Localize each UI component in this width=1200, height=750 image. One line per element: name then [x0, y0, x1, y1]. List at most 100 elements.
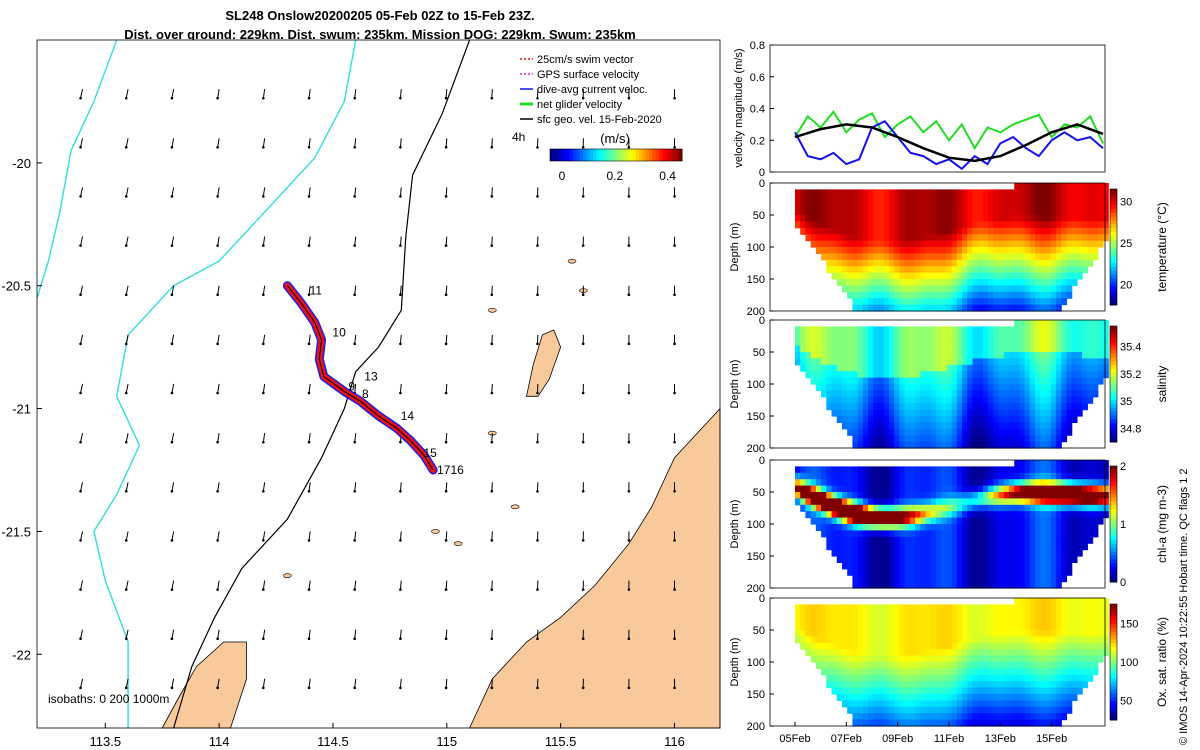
heatmap-cell: [972, 492, 979, 499]
heatmap-cell: [988, 694, 994, 701]
heatmap-cell: [899, 291, 906, 299]
heatmap-cell: [993, 581, 1000, 589]
heatmap-cell: [909, 492, 916, 499]
heatmap-cell: [862, 472, 869, 480]
heatmap-cell: [1009, 403, 1015, 411]
heatmap-cell: [904, 662, 911, 669]
heatmap-cell: [909, 352, 916, 359]
heatmap-cell: [810, 485, 817, 493]
heatmap-cell: [899, 215, 906, 222]
heatmap-cell: [1092, 352, 1099, 359]
heatmap-cell: [857, 636, 864, 644]
heatmap-cell: [1009, 428, 1015, 436]
heatmap-cell: [1061, 215, 1068, 222]
geo-velocity-arrow: [80, 285, 84, 295]
heatmap-cell: [826, 247, 833, 254]
heatmap-cell: [1071, 320, 1078, 327]
heatmap-cell: [977, 581, 984, 589]
heatmap-cell: [1071, 498, 1078, 506]
map-colorbar-cell: [649, 149, 653, 161]
heatmap-cell: [1014, 345, 1021, 353]
heatmap-cell: [1103, 511, 1109, 519]
heatmap-cell: [951, 441, 958, 449]
geo-velocity-arrowhead: [490, 342, 494, 346]
heatmap-cell: [795, 352, 801, 359]
heatmap-cell: [972, 504, 979, 512]
heatmap-cell: [915, 215, 921, 222]
heatmap-cell: [956, 674, 963, 682]
heatmap-cell: [1045, 345, 1052, 353]
heatmap-cell: [935, 649, 942, 657]
heatmap-cell: [1050, 227, 1057, 235]
heatmap-cell: [826, 511, 833, 519]
heatmap-colorbar-cell: [1110, 477, 1117, 482]
heatmap-cell: [909, 272, 916, 280]
heatmap-cell: [977, 700, 984, 708]
heatmap-cell: [998, 332, 1005, 340]
heatmap-cell: [873, 485, 880, 493]
heatmap-cell: [883, 517, 890, 525]
heatmap-cell: [1061, 416, 1068, 423]
heatmap-cell: [852, 266, 859, 274]
geo-velocity-arrowhead: [124, 489, 128, 493]
heatmap-cell: [1029, 326, 1036, 334]
geo-velocity-arrow: [125, 138, 129, 148]
heatmap-cell: [962, 511, 968, 519]
heatmap-cell: [1092, 371, 1099, 379]
heatmap-cell: [1035, 403, 1041, 411]
heatmap-cell: [826, 517, 833, 525]
heatmap-cell: [920, 694, 927, 701]
heatmap-cell: [998, 371, 1005, 379]
heatmap-colorbar-cell: [1110, 196, 1117, 202]
heatmap-cell: [1076, 364, 1083, 372]
heatmap-cell: [982, 543, 989, 551]
geo-velocity-arrowhead: [79, 195, 82, 198]
heatmap-cell: [972, 221, 979, 229]
heatmap-cell: [1040, 253, 1047, 261]
heatmap-cell: [941, 441, 947, 449]
heatmap-cell: [857, 396, 864, 404]
heatmap-cell: [1082, 345, 1088, 353]
heatmap-cell: [915, 556, 921, 563]
heatmap-cell: [982, 326, 989, 334]
heatmap-cell: [1014, 332, 1021, 340]
heatmap-cell: [904, 352, 911, 359]
heatmap-cell: [920, 227, 927, 235]
heatmap-cell: [1087, 183, 1094, 190]
heatmap-cell: [1019, 662, 1026, 669]
heatmap-cell: [831, 543, 838, 551]
heatmap-cell: [1040, 575, 1047, 583]
heatmap-cell: [831, 208, 838, 216]
heatmap-cell: [1066, 623, 1073, 631]
heatmap-cell: [1024, 604, 1031, 612]
heatmap-cell: [988, 409, 994, 417]
heatmap-cell: [1045, 352, 1052, 359]
heatmap-cell: [925, 562, 932, 570]
heatmap-cell: [941, 636, 947, 644]
heatmap-cell: [1097, 466, 1104, 474]
heatmap-cell: [982, 272, 989, 280]
heatmap-cell: [873, 234, 880, 242]
heatmap-cell: [1014, 623, 1021, 631]
heatmap-cell: [1082, 358, 1088, 366]
heatmap-cell: [1035, 390, 1041, 398]
heatmap-cell: [956, 364, 963, 372]
heatmap-cell: [836, 662, 843, 669]
heatmap-cell: [852, 700, 859, 708]
heatmap-cell: [1066, 247, 1073, 254]
heatmap-cell: [1045, 681, 1052, 689]
heatmap-cell: [946, 298, 953, 306]
heatmap-cell: [935, 304, 942, 312]
heatmap-cell: [805, 208, 812, 216]
heatmap-cell: [993, 253, 1000, 261]
heatmap-cell: [1035, 259, 1041, 267]
heatmap-cell: [1076, 623, 1083, 631]
geo-velocity-arrow: [445, 236, 448, 246]
geo-velocity-arrow: [354, 580, 357, 590]
geo-velocity-arrowhead: [353, 539, 357, 542]
heatmap-cell: [894, 498, 901, 506]
heatmap-cell: [821, 504, 827, 512]
heatmap-cell: [888, 215, 895, 222]
geo-velocity-arrowhead: [170, 637, 174, 641]
heatmap-cell: [998, 530, 1005, 538]
